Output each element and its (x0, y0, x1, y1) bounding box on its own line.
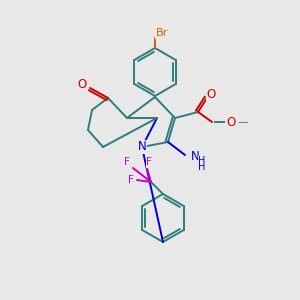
Text: O: O (226, 116, 235, 128)
Text: F: F (128, 175, 134, 185)
Text: O: O (206, 88, 216, 100)
Text: N: N (190, 151, 200, 164)
Text: Br: Br (156, 28, 168, 38)
Text: H: H (198, 162, 206, 172)
Text: H: H (198, 156, 206, 166)
Text: O: O (77, 77, 87, 91)
Text: F: F (146, 157, 152, 167)
Text: F: F (124, 157, 130, 167)
Text: N: N (138, 140, 146, 154)
Text: —: — (238, 117, 248, 127)
